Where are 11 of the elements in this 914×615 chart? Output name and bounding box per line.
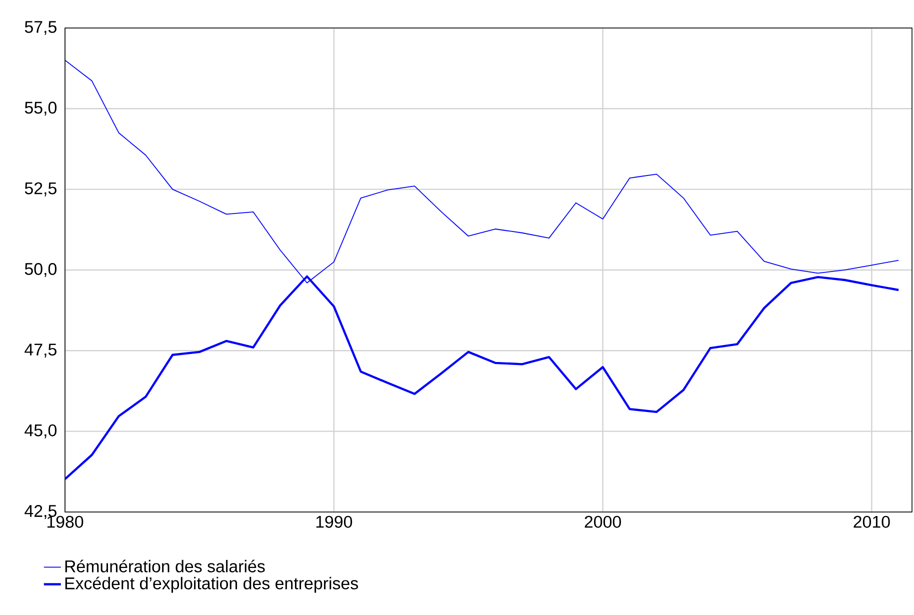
y-tick-label: 57,5 xyxy=(24,21,56,35)
y-tick-label: 55,0 xyxy=(24,102,57,116)
y-tick-label: 52,5 xyxy=(24,182,56,196)
y-tick-label: 50,0 xyxy=(24,262,57,277)
x-tick-label: 2000 xyxy=(584,516,621,528)
x-tick-label: 2010 xyxy=(854,516,890,528)
y-tick-label: 47,5 xyxy=(24,344,56,358)
legend-label: Excédent d’exploitation des entreprises xyxy=(65,576,358,593)
legend-label: Rémunération des salariés xyxy=(65,560,265,572)
x-tick-label: 1990 xyxy=(316,516,352,528)
y-tick-label: 45,0 xyxy=(24,424,57,438)
